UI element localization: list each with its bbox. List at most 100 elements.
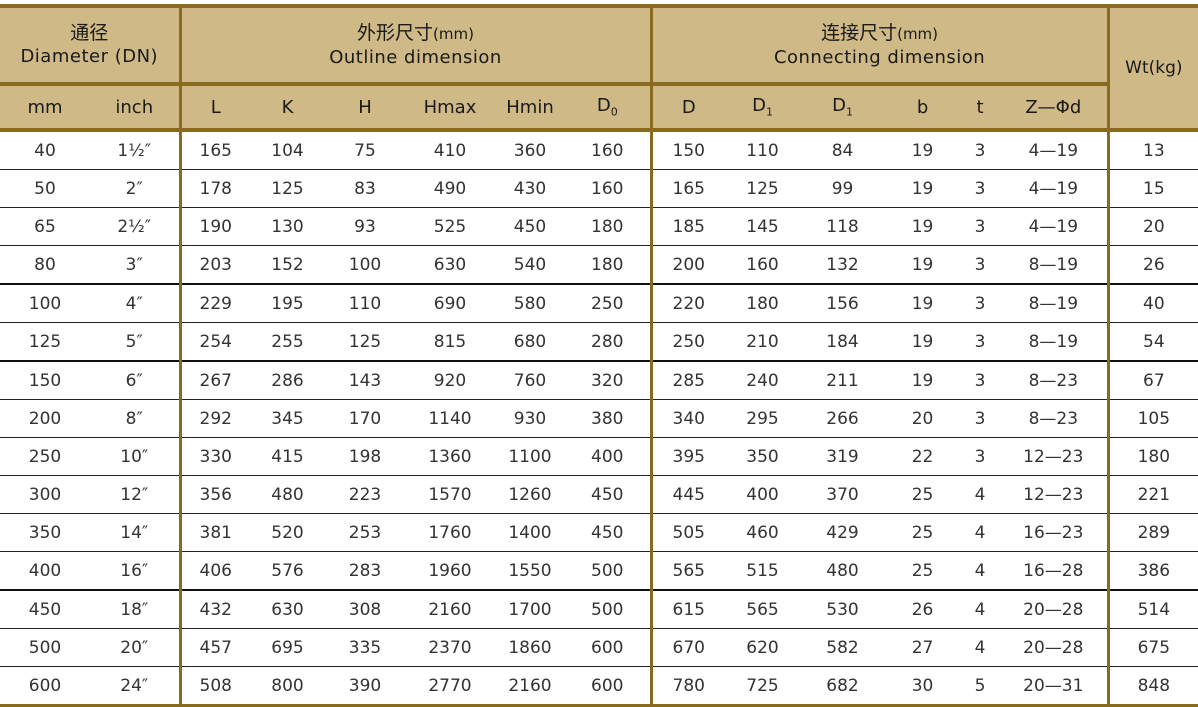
outline-cn: 外形尺寸 — [357, 21, 434, 44]
table-row: 500 20″ 457 695 335 2370 1860 600 670 620 582 27 4 20… — [0, 628, 1198, 667]
table-cell: 480 — [250, 475, 325, 514]
table-cell: 195 — [250, 284, 325, 323]
column-header: t — [960, 84, 1001, 132]
table-cell: 4—19 — [1000, 169, 1110, 208]
table-cell: 356 — [180, 475, 250, 514]
table-cell: 200 — [651, 245, 726, 285]
table-cell: 530 — [800, 590, 886, 629]
table-cell: 80 — [0, 245, 90, 285]
table-cell: 25 — [885, 475, 961, 514]
table-cell: 26 — [885, 590, 961, 629]
table-cell: 1260 — [495, 475, 565, 514]
table-row: 400 16″ 406 576 283 1960 1550 500 565 515 480 25 4 16… — [0, 551, 1198, 591]
table-cell: 22 — [885, 437, 961, 476]
table-cell: 500 — [0, 628, 90, 667]
table-cell: 132 — [800, 245, 886, 285]
column-header: Hmax — [405, 84, 495, 132]
table-cell: 429 — [800, 513, 886, 552]
table-cell: 3 — [960, 130, 1001, 170]
column-header: K — [250, 84, 325, 132]
table-cell: 289 — [1108, 513, 1198, 552]
table-row: 150 6″ 267 286 143 920 760 320 285 240 211 19 3 8—23 6… — [0, 361, 1198, 400]
table-cell: 25 — [885, 513, 961, 552]
table-cell: 2½″ — [90, 207, 182, 246]
table-row: 80 3″ 203 152 100 630 540 180 200 160 132 19 3 8—19 26 — [0, 245, 1198, 285]
table-row: 40 1½″ 165 104 75 410 360 160 150 110 84 19 3 4—19 13 — [0, 130, 1198, 170]
table-cell: 680 — [495, 322, 565, 362]
table-cell: 400 — [565, 437, 653, 476]
table-cell: 350 — [0, 513, 90, 552]
table-cell: 250 — [565, 284, 653, 323]
table-cell: 540 — [495, 245, 565, 285]
table-cell: 4—19 — [1000, 207, 1110, 246]
column-header: D1 — [725, 84, 801, 132]
table-row: 600 24″ 508 800 390 2770 2160 600 780 725 682 30 5 20… — [0, 666, 1198, 707]
table-cell: 340 — [651, 399, 726, 438]
table-cell: 410 — [405, 130, 495, 170]
table-cell: 254 — [180, 322, 250, 362]
table-cell: 600 — [565, 666, 653, 707]
table-cell: 8—19 — [1000, 284, 1110, 323]
table-cell: 75 — [325, 130, 405, 170]
table-row: 350 14″ 381 520 253 1760 1400 450 505 460 429 25 4 16… — [0, 513, 1198, 552]
table-cell: 145 — [725, 207, 801, 246]
table-cell: 165 — [651, 169, 726, 208]
column-header: mm — [0, 84, 90, 132]
table-cell: 5″ — [90, 322, 182, 362]
table-cell: 19 — [885, 169, 961, 208]
table-cell: 525 — [405, 207, 495, 246]
table-row: 300 12″ 356 480 223 1570 1260 450 445 400 370 25 4 12… — [0, 475, 1198, 514]
table-cell: 255 — [250, 322, 325, 362]
table-cell: 156 — [800, 284, 886, 323]
table-cell: 83 — [325, 169, 405, 208]
table-cell: 184 — [800, 322, 886, 362]
table-cell: 180 — [565, 245, 653, 285]
table-cell: 4 — [960, 475, 1001, 514]
table-cell: 125 — [0, 322, 90, 362]
column-header: D — [651, 84, 726, 132]
table-cell: 1½″ — [90, 130, 182, 170]
table-cell: 308 — [325, 590, 405, 629]
table-cell: 25 — [885, 551, 961, 591]
table-cell: 19 — [885, 361, 961, 400]
table-cell: 54 — [1108, 322, 1198, 362]
table-cell: 170 — [325, 399, 405, 438]
table-cell: 26 — [1108, 245, 1198, 285]
table-cell: 4 — [960, 590, 1001, 629]
table-cell: 4″ — [90, 284, 182, 323]
table-cell: 6″ — [90, 361, 182, 400]
table-cell: 500 — [565, 590, 653, 629]
table-cell: 104 — [250, 130, 325, 170]
table-cell: 508 — [180, 666, 250, 707]
table-cell: 8—19 — [1000, 245, 1110, 285]
outline-header: 外形尺寸(mm) Outline dimension — [180, 4, 653, 86]
table-cell: 1860 — [495, 628, 565, 667]
table-cell: 1140 — [405, 399, 495, 438]
table-cell: 1360 — [405, 437, 495, 476]
table-cell: 50 — [0, 169, 90, 208]
column-header: Hmin — [495, 84, 565, 132]
table-cell: 19 — [885, 207, 961, 246]
table-cell: 27 — [885, 628, 961, 667]
table-cell: 4 — [960, 628, 1001, 667]
table-cell: 150 — [0, 361, 90, 400]
table-cell: 40 — [0, 130, 90, 170]
table-cell: 432 — [180, 590, 250, 629]
table-cell: 180 — [1108, 437, 1198, 476]
table-cell: 3 — [960, 361, 1001, 400]
table-cell: 84 — [800, 130, 886, 170]
table-cell: 8—23 — [1000, 399, 1110, 438]
table-cell: 105 — [1108, 399, 1198, 438]
table-cell: 20—28 — [1000, 628, 1110, 667]
table-cell: 152 — [250, 245, 325, 285]
table-cell: 40 — [1108, 284, 1198, 323]
table-cell: 760 — [495, 361, 565, 400]
table-cell: 20″ — [90, 628, 182, 667]
table-cell: 286 — [250, 361, 325, 400]
table-cell: 682 — [800, 666, 886, 707]
table-cell: 3 — [960, 245, 1001, 285]
table-cell: 2370 — [405, 628, 495, 667]
table-cell: 576 — [250, 551, 325, 591]
connecting-cn: 连接尺寸 — [821, 21, 898, 44]
table-cell: 5 — [960, 666, 1001, 707]
